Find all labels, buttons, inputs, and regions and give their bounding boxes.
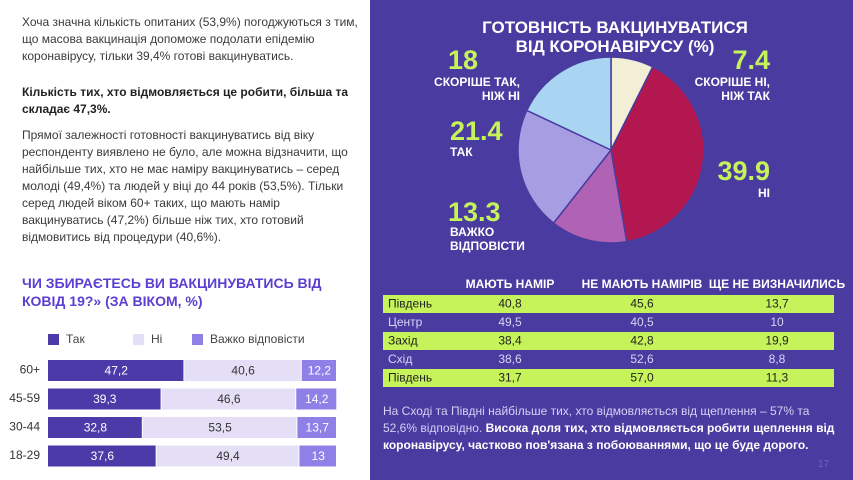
value-label: 13 [312,449,326,463]
legend-label: Важко відповісти [210,332,305,346]
value-label: 49,4 [216,449,240,463]
pie-label: НІ [758,186,770,200]
table-row-bg [383,369,834,387]
bar-segment [299,445,336,467]
table-cell: 31,7 [498,371,522,385]
bar-segment [296,388,337,410]
table-cell: 8,8 [769,352,786,366]
table-cell: Схід [388,352,412,366]
table-cell: 38,6 [498,352,522,366]
bar-segment [301,360,336,381]
value-label: 40,6 [231,364,255,378]
table-cell: 52,6 [630,352,654,366]
table-cell: 40,8 [498,297,522,311]
pie-slice [552,148,628,244]
table-cell: Південь [388,297,432,311]
value-label: 53,5 [208,421,232,435]
table-row-bg [383,332,834,350]
legend-label: Так [66,332,85,346]
bar-segment [48,445,156,467]
pie-label: ВАЖКО ВІДПОВІСТИ [450,225,525,253]
pie-value: 18 [448,45,479,75]
table-cell: 49,5 [498,315,522,329]
pie-slice [517,109,613,225]
value-label: 32,8 [84,421,108,435]
table-cell: 45,6 [630,297,654,311]
pie-value: 7.4 [732,45,770,75]
paragraph: На Сході та Півдні найбільше тих, хто ві… [383,403,838,454]
table-cell: Південь [388,371,432,385]
paragraph: Прямої залежності готовності вакцинувати… [22,128,348,244]
page-number: 17 [818,459,830,470]
table-cell: Захід [388,334,418,348]
pie-value: 39.9 [717,156,770,186]
bar-segment [48,360,184,381]
table-cell: 42,8 [630,334,654,348]
value-label: 37,6 [91,449,115,463]
legend-label: Ні [151,332,162,346]
table-cell: 13,7 [765,297,789,311]
pie-label: СКОРІШЕ НІ, НІЖ ТАК [694,75,770,103]
paragraph-bold: Кількість тих, хто відмовляється це роби… [22,85,349,116]
table-cell: 57,0 [630,371,654,385]
table-header: НЕ МАЮТЬ НАМІРІВ [582,277,703,291]
table-header: МАЮТЬ НАМІР [466,277,555,291]
bar-segment [184,360,301,381]
value-label: 39,3 [93,392,117,406]
category-label: 30-44 [9,420,40,434]
category-label: 60+ [20,363,40,377]
pie-label: ТАК [450,145,473,159]
bar-segment [48,417,142,438]
bar-segment [161,388,296,410]
table-header: ЩЕ НЕ ВИЗНАЧИЛИСЬ [709,277,846,291]
pie-slice [610,65,705,243]
chart-title: ЧИ ЗБИРАЄТЕСЬ ВИ ВАКЦИНУВАТИСЬ ВІД КОВІД… [22,275,322,309]
bar-segment [156,445,299,467]
pie-value: 13.3 [448,197,501,227]
pie-label: СКОРІШЕ ТАК, НІЖ НІ [434,75,520,103]
paragraph-text: На Сході та Півдні найбільше тих, хто ві… [383,404,810,435]
legend-swatch [192,334,203,345]
chart-title: ГОТОВНІСТЬ ВАКЦИНУВАТИСЯ ВІД КОРОНАВІРУС… [482,18,748,56]
table-row-bg [383,295,834,313]
bar-segment [142,417,297,438]
table-cell: 19,9 [765,334,789,348]
table-cell: Центр [388,315,423,329]
value-label: 46,6 [217,392,241,406]
table-cell: 10 [770,315,784,329]
value-label: 14,2 [305,392,329,406]
bar-segment [48,388,161,410]
value-label: 47,2 [105,364,129,378]
value-label: 12,2 [308,364,332,378]
value-label: 13,7 [306,421,330,435]
paragraph: Хоча значна кількість опитаних (53,9%) п… [22,15,358,63]
pie-value: 21.4 [450,116,503,146]
category-label: 45-59 [9,391,40,405]
paragraph-bold: Висока доля тих, хто відмовляється робит… [383,421,835,452]
bar-segment [297,417,336,438]
table-cell: 38,4 [498,334,522,348]
table-cell: 40,5 [630,315,654,329]
legend-swatch [133,334,144,345]
legend-swatch [48,334,59,345]
pie-slice [525,56,612,152]
table-cell: 11,3 [766,371,789,385]
category-label: 18-29 [9,448,40,462]
